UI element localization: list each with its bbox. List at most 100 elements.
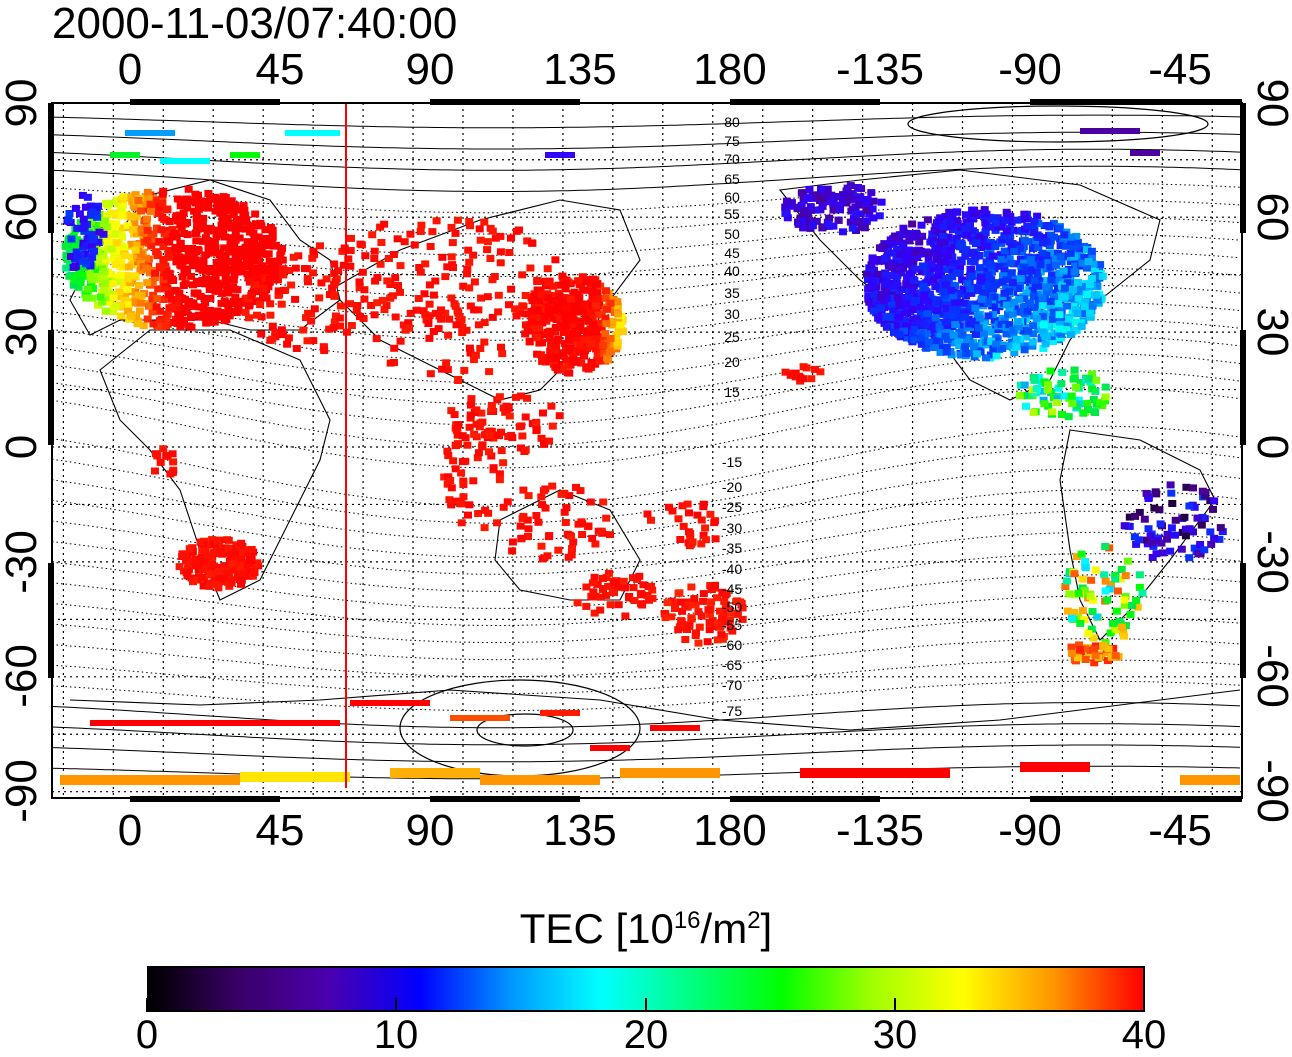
tec-cell [81,203,90,211]
tec-cell [116,301,124,309]
tec-cell [396,337,405,345]
tec-cell [159,276,168,284]
tec-cell [1084,375,1093,383]
tec-cell [905,270,914,278]
tec-cell [836,206,844,214]
tec-cell [98,252,107,260]
tec-cell [266,311,275,319]
tec-cell [904,246,913,254]
tec-cell [604,569,613,577]
tec-cell [329,324,338,332]
tec-cell [897,301,906,309]
tec-cell [498,350,507,358]
tec-cell [223,572,232,580]
tec-cell [975,233,984,241]
tec-cell [163,205,172,213]
tec-cell [697,540,706,548]
tec-cell [1067,614,1076,622]
tec-cell [875,275,884,283]
tec-cell [192,237,201,245]
tec-cell [417,221,426,229]
tec-cell [590,573,599,581]
tec-cell [596,593,605,601]
tec-cell [569,290,578,298]
tec-cell [1144,495,1153,502]
tec-cell [1092,376,1100,384]
tec-cell [1039,234,1048,242]
tec-cell [1039,239,1048,247]
lon-tick-top: -45 [1148,45,1212,94]
tec-cell [235,570,244,578]
tec-cell [139,322,148,330]
tec-cell [185,545,194,553]
tec-cell [1020,381,1029,389]
tec-cell [551,342,560,350]
tec-cell [131,299,140,307]
tec-cell [588,288,597,296]
tec-cell [223,214,232,222]
tec-cell [370,247,379,255]
tec-cell [537,542,546,550]
tec-cell [715,607,724,615]
tec-cell [872,294,881,302]
tec-cell [1039,345,1048,352]
tec-cell [550,306,559,314]
tec-cell [460,366,469,374]
tec-cell [1121,572,1130,580]
tec-cell [1022,402,1030,410]
tec-cell [205,238,213,246]
tec-cell [339,261,348,269]
tec-cell [951,217,960,225]
tec-cell [127,240,136,248]
tec-cell [1089,260,1098,268]
tec-cell [949,264,958,272]
tec-cell [643,591,652,599]
tec-cell [489,464,498,472]
tec-cell [233,286,242,294]
tec-cell [220,317,229,325]
tec-cell [932,255,941,263]
tec-cell [235,261,243,269]
tec-cell [205,582,214,590]
tec-cell [586,498,595,506]
tec-cell [1010,248,1019,255]
tec-cell [897,286,906,294]
tec-cell [207,227,216,235]
tec-cell [1029,322,1038,330]
tec-cell [271,267,280,275]
tec-cell [483,293,492,301]
tec-cell [457,469,466,477]
tec-cell [208,536,217,544]
tec-cell [71,204,80,212]
tec-cell [233,305,242,313]
tec-cell [1193,514,1202,522]
tec-cell [119,193,128,201]
tec-cell [94,238,103,246]
tec-cell [123,286,132,294]
tec-cell [886,272,895,279]
tec-cell [946,223,955,231]
tec-cell [593,352,602,360]
magnetic-contour [51,574,1241,626]
tec-cell [1125,513,1134,521]
tec-cell [532,324,541,332]
tec-cell [416,268,425,276]
tec-cell [596,345,605,353]
tec-cell [892,273,901,281]
tec-cell [937,328,946,336]
tec-cell [1070,608,1079,616]
tec-cell [903,254,912,262]
colorbar-title: TEC [1016/m2] [519,905,773,952]
tec-cell [952,316,961,324]
tec-cell [1026,312,1035,320]
tec-cell [997,320,1006,328]
tec-cell [191,199,200,207]
tec-cell [561,312,570,320]
tec-cell [855,201,864,209]
tec-cell [799,363,808,371]
tec-cell [889,328,898,336]
tec-cell [182,306,191,314]
magnetic-contour [51,553,1241,609]
tec-cell [1051,289,1060,297]
tec-cell [1126,611,1135,618]
